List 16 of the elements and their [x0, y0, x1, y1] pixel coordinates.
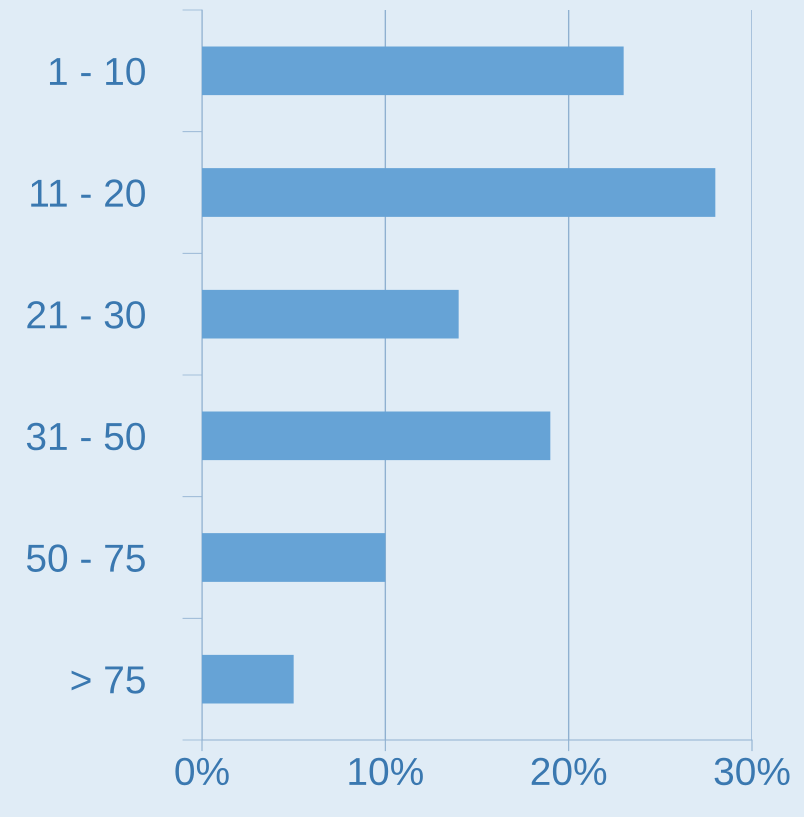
x-tick-label: 20%	[532, 758, 606, 786]
y-tick-label: > 75	[72, 666, 145, 694]
y-tick-label: 31 - 50	[26, 422, 145, 450]
bar	[202, 290, 459, 338]
bar	[202, 654, 294, 704]
x-tick-label: 10%	[349, 758, 423, 786]
y-tick-label: 11 - 20	[31, 179, 145, 207]
x-tick-label: 0%	[175, 758, 229, 786]
bar	[202, 412, 550, 460]
x-tick-label: 30%	[714, 758, 790, 786]
y-tick-label: 1 - 10	[50, 58, 145, 86]
bar	[202, 533, 386, 582]
y-tick-label: 21 - 30	[27, 301, 145, 329]
bar	[202, 46, 624, 96]
y-tick-label: 50 - 75	[26, 544, 145, 572]
bar	[202, 168, 716, 217]
